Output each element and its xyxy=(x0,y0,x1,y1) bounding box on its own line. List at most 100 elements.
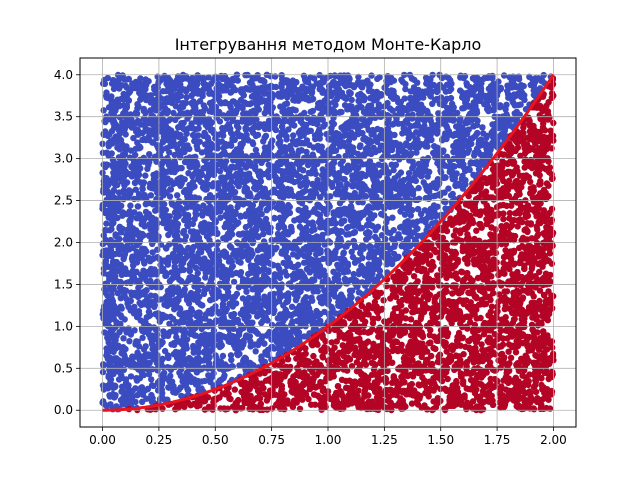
scatter-point-above xyxy=(201,348,208,355)
scatter-point-above xyxy=(236,350,243,357)
scatter-point-above xyxy=(149,366,156,373)
scatter-point-above xyxy=(355,257,362,264)
scatter-point-above xyxy=(103,247,110,254)
scatter-point-above xyxy=(294,114,301,122)
scatter-point-above xyxy=(265,161,272,168)
scatter-point-above xyxy=(104,74,112,82)
scatter-point-above xyxy=(317,249,324,256)
scatter-point-above xyxy=(228,173,235,181)
scatter-point-above xyxy=(142,201,149,208)
scatter-point-above xyxy=(253,116,260,123)
scatter-point-above xyxy=(355,289,363,296)
scatter-point-above xyxy=(468,140,475,148)
scatter-point-above xyxy=(417,210,425,218)
scatter-point-above xyxy=(214,308,222,315)
scatter-point-above xyxy=(131,327,138,334)
scatter-point-above xyxy=(474,117,481,125)
scatter-point-above xyxy=(104,322,111,329)
scatter-point-above xyxy=(202,274,209,281)
scatter-point-above xyxy=(147,192,155,199)
scatter-point-above xyxy=(428,121,436,128)
scatter-point-above xyxy=(487,106,495,114)
scatter-point-above xyxy=(312,135,319,143)
scatter-point-above xyxy=(456,162,463,169)
scatter-point-above xyxy=(350,229,357,237)
scatter-point-above xyxy=(275,134,283,141)
scatter-point-above xyxy=(409,206,416,214)
scatter-point-above xyxy=(164,107,171,115)
scatter-point-above xyxy=(514,92,522,99)
scatter-point-above xyxy=(515,101,522,109)
scatter-point-above xyxy=(115,126,122,133)
scatter-point-above xyxy=(154,246,161,253)
scatter-point-above xyxy=(216,168,224,175)
scatter-point-above xyxy=(119,141,126,148)
scatter-point-above xyxy=(148,376,155,383)
scatter-point-above xyxy=(132,186,139,193)
scatter-point-above xyxy=(167,277,174,285)
scatter-point-above xyxy=(142,343,149,350)
scatter-point-above xyxy=(526,73,533,81)
scatter-point-above xyxy=(363,135,370,143)
scatter-point-above xyxy=(135,353,142,360)
scatter-point-above xyxy=(370,173,378,180)
scatter-point-above xyxy=(249,319,256,326)
scatter-point-above xyxy=(376,74,383,81)
scatter-point-above xyxy=(348,248,355,255)
scatter-point-above xyxy=(303,148,310,156)
scatter-point-above xyxy=(178,164,185,172)
scatter-point-above xyxy=(324,206,331,213)
scatter-point-above xyxy=(224,288,232,296)
scatter-point-above xyxy=(434,159,441,167)
scatter-point-above xyxy=(290,276,297,283)
scatter-point-above xyxy=(248,126,255,133)
scatter-point-above xyxy=(395,231,402,238)
scatter-point-above xyxy=(228,88,235,96)
scatter-point-above xyxy=(139,334,146,341)
scatter-point-above xyxy=(194,269,201,277)
scatter-point-above xyxy=(407,212,414,219)
scatter-point-above xyxy=(184,142,191,149)
scatter-point-above xyxy=(127,202,134,209)
scatter-point-above xyxy=(239,361,246,368)
scatter-point-above xyxy=(296,223,304,230)
scatter-point-above xyxy=(363,236,370,243)
scatter-point-above xyxy=(337,255,344,262)
chart-title: Інтегрування методом Монте-Карло xyxy=(175,35,482,54)
scatter-point-above xyxy=(304,76,311,84)
scatter-point-above xyxy=(227,204,234,211)
scatter-point-above xyxy=(354,150,362,158)
scatter-point-above xyxy=(209,365,216,373)
scatter-point-above xyxy=(290,251,297,258)
scatter-point-above xyxy=(129,353,136,360)
scatter-point-above xyxy=(338,108,345,116)
scatter-point-above xyxy=(413,149,420,156)
scatter-point-above xyxy=(397,98,405,106)
scatter-point-above xyxy=(261,185,268,192)
scatter-point-above xyxy=(196,138,203,145)
scatter-point-above xyxy=(131,195,138,203)
scatter-point-above xyxy=(200,202,207,209)
scatter-point-above xyxy=(295,206,302,214)
scatter-point-above xyxy=(136,311,143,318)
scatter-point-above xyxy=(220,132,227,139)
scatter-point-above xyxy=(195,125,202,132)
scatter-point-above xyxy=(165,180,172,187)
scatter-point-above xyxy=(227,129,235,137)
plot-area xyxy=(80,58,576,427)
scatter-point-above xyxy=(247,343,254,350)
scatter-point-above xyxy=(182,199,189,206)
scatter-point-above xyxy=(374,125,381,133)
scatter-point-above xyxy=(431,210,438,217)
scatter-point-above xyxy=(441,98,448,106)
scatter-point-above xyxy=(472,133,479,140)
scatter-point-above xyxy=(275,283,282,291)
scatter-point-above xyxy=(505,94,512,101)
scatter-point-above xyxy=(435,110,442,117)
scatter-point-above xyxy=(252,146,260,154)
scatter-point-above xyxy=(306,330,313,337)
scatter-point-above xyxy=(170,180,177,188)
scatter-point-above xyxy=(249,239,256,247)
scatter-point-above xyxy=(425,76,432,83)
scatter-point-above xyxy=(183,94,190,101)
